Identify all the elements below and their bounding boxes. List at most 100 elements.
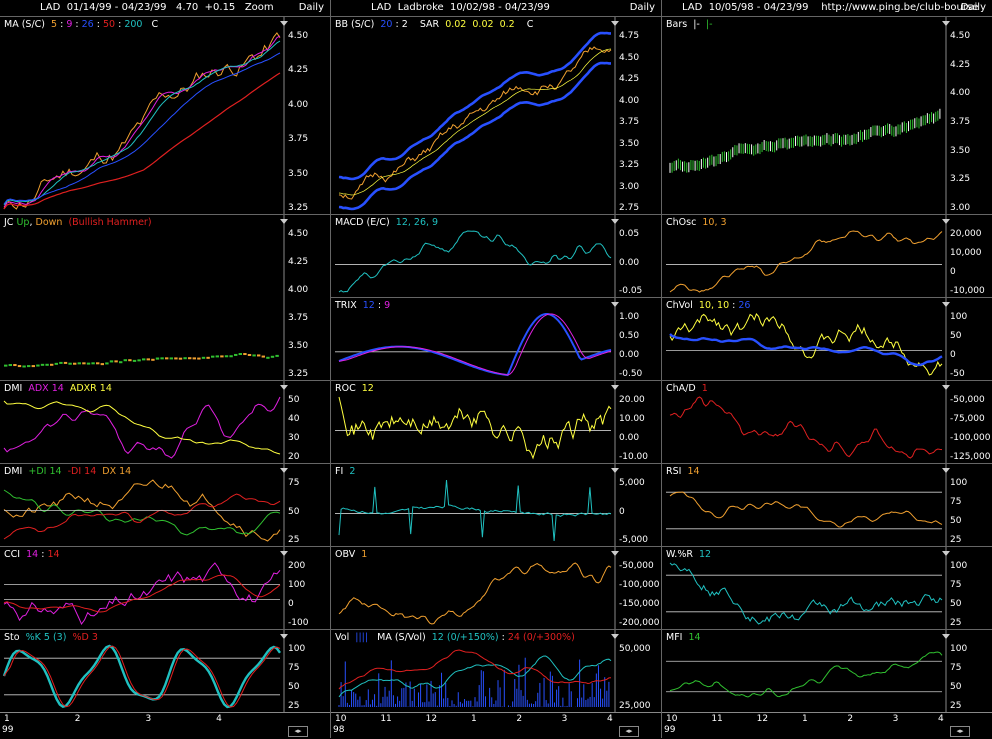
indicator-plot [2, 630, 285, 713]
y-tick-label: 50 [288, 506, 300, 517]
indicator-panel-chad[interactable]: -50,000 -75,000 -100,000 -125,000 ChA/D 1 [662, 380, 992, 464]
candle [4, 364, 8, 367]
indicator-panel-cci[interactable]: 200 100 0 -100 CCI 14 : 14 [0, 546, 330, 630]
scroll-arrows-icon[interactable]: ◂▸ [288, 726, 308, 737]
indicator-label: ROC 12 [335, 383, 374, 395]
indicator-panel-chvol[interactable]: 100 50 0 -50 ChVol 10, 10 : 26 [662, 297, 992, 381]
y-tick-label: -10,000 [950, 286, 985, 296]
indicator-label-part: 14 [687, 466, 700, 477]
panel-menu-arrow-icon[interactable] [942, 634, 950, 639]
y-tick-label: -50 [950, 369, 965, 379]
y-tick-label: 0.00 [619, 433, 640, 443]
indicator-label-part: (Bullish Hammer) [62, 217, 152, 228]
period-selector[interactable]: Daily [298, 2, 324, 13]
candle [146, 358, 150, 361]
y-tick-label: 50,000 [619, 644, 651, 654]
y-tick-label: 0 [950, 350, 956, 360]
cci-signal-line [3, 574, 281, 613]
y-tick-label: 4.50 [288, 31, 309, 41]
panel-menu-arrow-icon[interactable] [942, 551, 950, 556]
indicator-label-part: DMI [4, 383, 29, 394]
panel-menu-arrow-icon[interactable] [611, 302, 619, 307]
indicator-panel-obv[interactable]: -50,000 -100,000 -150,000 -200,000 OBV 1 [331, 546, 661, 630]
chart-column-right: LAD 10/05/98 - 04/23/99 http://www.ping.… [662, 0, 992, 738]
y-tick-label: 4.00 [288, 285, 309, 295]
top-bar: LAD 01/14/99 - 04/23/99 4.70 +0.15 Zoom … [0, 0, 330, 16]
panel-menu-arrow-icon[interactable] [280, 634, 288, 639]
top-bar: LAD 10/05/98 - 04/23/99 http://www.ping.… [662, 0, 992, 16]
indicator-panel-bars[interactable]: 4.50 4.25 4.00 3.75 3.50 3.25 3.00 Bars |- |- [662, 16, 992, 215]
panel-menu-arrow-icon[interactable] [942, 468, 950, 473]
indicator-label-part: %D 3 [66, 632, 98, 643]
indicator-panel-mfi[interactable]: 100 75 50 25 MFI 14 [662, 629, 992, 713]
panel-menu-arrow-icon[interactable] [280, 551, 288, 556]
indicator-panel-chosc[interactable]: 20,000 10,000 0 -10,000 ChOsc 10, 3 [662, 214, 992, 298]
indicator-plot [666, 630, 947, 713]
y-tick-label: 0.00 [619, 257, 640, 268]
indicator-panel-fi[interactable]: 5,000 0 -5,000 FI 2 [331, 463, 661, 547]
ma-9-line [3, 40, 281, 206]
panel-menu-arrow-icon[interactable] [611, 385, 619, 390]
period-selector[interactable]: Daily [629, 2, 655, 13]
panel-menu-arrow-icon[interactable] [611, 551, 619, 556]
indicator-panel-roc[interactable]: 20.00 10.00 0.00 -10.00 ROC 12 [331, 380, 661, 464]
indicator-label-part: : [115, 19, 125, 30]
panel-menu-arrow-icon[interactable] [942, 21, 950, 26]
panel-menu-arrow-icon[interactable] [280, 21, 288, 26]
sto-d-line [3, 645, 281, 708]
panel-menu-arrow-icon[interactable] [942, 385, 950, 390]
roc-line [338, 396, 612, 460]
indicator-label-part: : [38, 549, 48, 560]
indicator-panel-vol[interactable]: 50,000 25,000 Vol |||| MA (S/Vol) 12 (0/+1… [331, 629, 661, 713]
x-year-label: 99 [664, 725, 676, 735]
column-separator [661, 0, 662, 738]
panel-menu-arrow-icon[interactable] [611, 219, 619, 224]
indicator-panel-bb[interactable]: 4.75 4.50 4.25 4.00 3.75 3.50 3.25 3.00 2.75 BB (… [331, 16, 661, 215]
panel-menu-arrow-icon[interactable] [611, 468, 619, 473]
indicator-panel-wr[interactable]: 100 75 50 25 W.%R 12 [662, 546, 992, 630]
candle [137, 359, 141, 362]
indicator-label-part: : [93, 19, 103, 30]
indicator-plot [3, 381, 285, 464]
x-tick-label: 12 [425, 714, 438, 724]
y-tick-label: 25 [950, 618, 962, 628]
panel-menu-arrow-icon[interactable] [942, 302, 950, 307]
panel-menu-arrow-icon[interactable] [942, 219, 950, 224]
period-selector[interactable]: Daily [960, 2, 986, 13]
panel-menu-arrow-icon[interactable] [280, 219, 288, 224]
chart-title: LAD Ladbroke 10/02/98 - 04/23/99 [371, 2, 550, 13]
indicator-panel-sto[interactable]: 100 75 50 25 Sto %K 5 (3) %D 3 [0, 629, 330, 713]
indicator-plot [335, 381, 616, 464]
indicator-label-part: W.%R [666, 549, 699, 560]
indicator-plot [666, 215, 947, 298]
indicator-panel-rsi[interactable]: 100 75 50 25 RSI 14 [662, 463, 992, 547]
indicator-panel-trix[interactable]: 1.00 0.50 0.00 -0.50 TRIX 12 : 9 [331, 297, 661, 381]
indicator-panel-macd[interactable]: 0.05 0.00 -0.05 MACD (E/C) 12, 26, 9 [331, 214, 661, 298]
cci-line [3, 562, 281, 625]
indicator-panel-dmi2[interactable]: 75 50 25 DMI +DI 14 -DI 14 DX 14 [0, 463, 330, 547]
y-tick-label: -75,000 [950, 414, 985, 424]
indicator-label-part: 1 [361, 549, 368, 560]
y-tick-label: 100 [288, 580, 306, 590]
y-tick-label: 0.05 [619, 229, 640, 239]
candle [252, 354, 256, 357]
x-tick-label: 12 [756, 714, 769, 724]
y-tick-label: -100,000 [619, 580, 660, 590]
indicator-panel-dmi1[interactable]: 50 40 30 20 DMI ADX 14 ADXR 14 [0, 380, 330, 464]
panel-menu-arrow-icon[interactable] [280, 468, 288, 473]
y-tick-label: 3.50 [619, 138, 640, 149]
indicator-panel-ma[interactable]: 4.50 4.25 4.00 3.75 3.50 3.25 MA (S/C) 5 : 9 :… [0, 16, 330, 215]
x-tick-label: 2 [516, 714, 523, 724]
panel-menu-arrow-icon[interactable] [280, 385, 288, 390]
panel-menu-arrow-icon[interactable] [611, 634, 619, 639]
bb-lower-line [338, 61, 611, 211]
scroll-arrows-icon[interactable]: ◂▸ [950, 726, 970, 737]
indicator-label-part: 2 [349, 466, 356, 477]
x-tick-label: 3 [145, 714, 152, 724]
indicator-panel-jc[interactable]: 4.50 4.25 4.00 3.75 3.50 3.25 JC Up, Down (Bul… [0, 214, 330, 381]
indicator-label: FI 2 [335, 466, 355, 478]
panel-menu-arrow-icon[interactable] [611, 21, 619, 26]
x-tick-label: 3 [892, 714, 899, 724]
scroll-arrows-icon[interactable]: ◂▸ [619, 726, 639, 737]
y-tick-label: 100 [950, 312, 968, 322]
